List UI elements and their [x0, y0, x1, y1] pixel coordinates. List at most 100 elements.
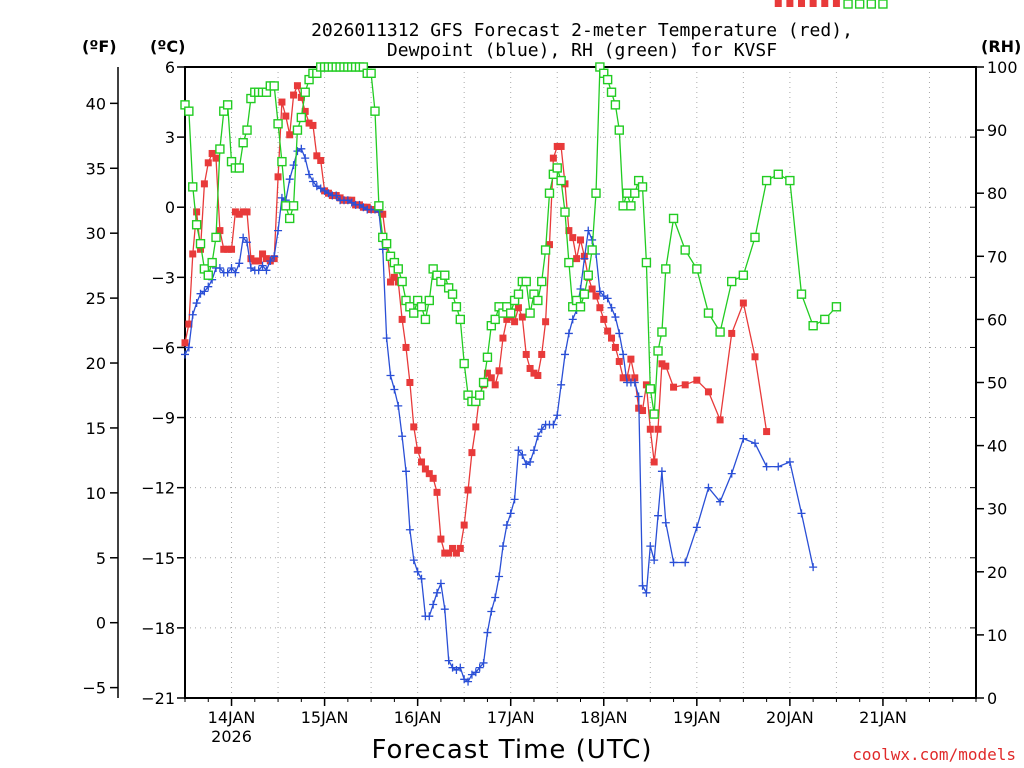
rh-point: [234, 163, 244, 173]
temperature-point: [243, 208, 251, 216]
rh-point: [195, 238, 206, 249]
temperature-point: [421, 465, 429, 473]
dewpoint-point: [750, 439, 759, 448]
dewpoint-point: [529, 446, 538, 455]
rh-point: [277, 156, 287, 167]
rh-point: [451, 302, 462, 312]
temperature-point: [387, 278, 395, 286]
dewpoint-point: [254, 266, 263, 275]
dewpoint-point: [739, 434, 748, 443]
celsius-tick-label: −6: [151, 338, 175, 357]
fahrenheit-tick-label: 20: [86, 354, 106, 373]
temperature-point: [297, 93, 305, 101]
temperature-point: [262, 255, 270, 263]
temperature-point: [611, 343, 619, 351]
temperature-point: [445, 549, 453, 557]
temperature-point: [639, 407, 647, 415]
dewpoint-point: [184, 343, 193, 352]
dewpoint-point: [650, 556, 659, 565]
rh-point: [420, 314, 431, 325]
temperature-point: [456, 544, 464, 552]
dewpoint-point: [638, 581, 647, 590]
temperature-point: [402, 343, 410, 351]
temperature-point: [739, 299, 747, 307]
dewpoint-point: [479, 658, 488, 667]
temperature-point: [596, 304, 604, 312]
rh-point: [637, 182, 648, 192]
x-tick-label: 18JAN: [580, 708, 628, 727]
temperature-point: [627, 355, 635, 363]
temperature-point: [631, 374, 639, 382]
temperature-point: [305, 119, 313, 127]
dewpoint-point: [215, 263, 224, 272]
temperature-point: [410, 423, 418, 431]
dewpoint-point: [301, 154, 310, 163]
dewpoint-point: [537, 425, 546, 434]
temperature-point: [526, 364, 534, 372]
temperature-point: [503, 315, 511, 323]
dewpoint-point: [204, 282, 213, 291]
dewpoint-point: [444, 656, 453, 665]
dewpoint-point: [498, 542, 507, 551]
temperature-point: [522, 350, 530, 358]
rh-point: [269, 81, 279, 91]
temperature-point: [449, 544, 457, 552]
temperature-point: [658, 360, 666, 368]
rh-tick-label: 30: [987, 500, 1007, 519]
dewpoint-point: [785, 457, 794, 466]
rh-point: [785, 175, 795, 186]
dewpoint-point: [506, 509, 515, 518]
dewpoint-point: [661, 518, 670, 527]
rh-point: [820, 314, 830, 325]
temperature-point: [278, 98, 286, 106]
temperature-point: [518, 313, 526, 321]
rh-point: [575, 302, 586, 312]
dewpoint-point: [727, 469, 736, 478]
temperature-point: [511, 318, 519, 326]
temperature-point: [309, 121, 317, 129]
temperature-point: [228, 245, 236, 253]
dewpoint-point: [285, 175, 294, 184]
rh-point: [560, 207, 570, 217]
celsius-tick-label: −12: [141, 479, 175, 498]
fahrenheit-tick-label: 30: [86, 224, 106, 243]
dewpoint-point: [669, 558, 678, 567]
dewpoint-point: [433, 588, 442, 597]
unit-rh-label: (RH): [981, 37, 1021, 56]
dewpoint-point: [243, 238, 252, 247]
rh-tick-label: 10: [987, 626, 1007, 645]
temperature-point: [549, 154, 557, 162]
temperature-point: [468, 449, 476, 457]
rh-point: [521, 276, 531, 287]
dewpoint-point: [308, 177, 317, 186]
dewpoint-point: [510, 495, 519, 504]
temperature-point: [623, 374, 631, 382]
temperature-point: [646, 425, 654, 433]
rh-point: [715, 327, 725, 337]
fahrenheit-tick-label: 35: [86, 159, 106, 178]
temperature-point: [433, 488, 441, 496]
dewpoint-point: [526, 457, 535, 466]
temperature-point: [197, 245, 205, 253]
dewpoint-point: [642, 588, 651, 597]
temperature-point: [499, 334, 507, 342]
dewpoint-point: [402, 467, 411, 476]
fahrenheit-tick-label: 10: [86, 484, 106, 503]
temperature-point: [472, 423, 480, 431]
rh-point: [641, 257, 652, 268]
dewpoint-point: [200, 287, 209, 296]
temperature-point: [704, 388, 712, 396]
rh-point: [397, 276, 407, 287]
dewpoint-point: [231, 268, 240, 277]
rh-point: [606, 87, 617, 97]
rh-point: [540, 245, 551, 255]
rh-point: [533, 295, 543, 306]
rh-tick-label: 70: [987, 247, 1007, 266]
rh-point: [482, 352, 493, 362]
temperature-point: [313, 152, 321, 160]
fahrenheit-tick-label: 5: [96, 549, 106, 568]
dewpoint-point: [646, 542, 655, 551]
unit-celsius-label: (ºC): [150, 37, 185, 56]
temperature-point: [247, 255, 255, 263]
temperature-point: [487, 374, 495, 382]
